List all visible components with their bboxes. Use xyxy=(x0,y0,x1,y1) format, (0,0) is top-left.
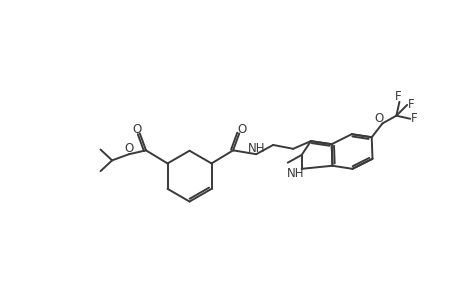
Text: F: F xyxy=(394,90,400,103)
Text: NH: NH xyxy=(247,142,264,155)
Text: F: F xyxy=(407,98,414,111)
Text: O: O xyxy=(237,123,246,136)
Text: NH: NH xyxy=(286,167,303,180)
Text: F: F xyxy=(410,112,416,125)
Text: O: O xyxy=(132,123,141,136)
Text: O: O xyxy=(124,142,134,155)
Text: O: O xyxy=(374,112,383,124)
